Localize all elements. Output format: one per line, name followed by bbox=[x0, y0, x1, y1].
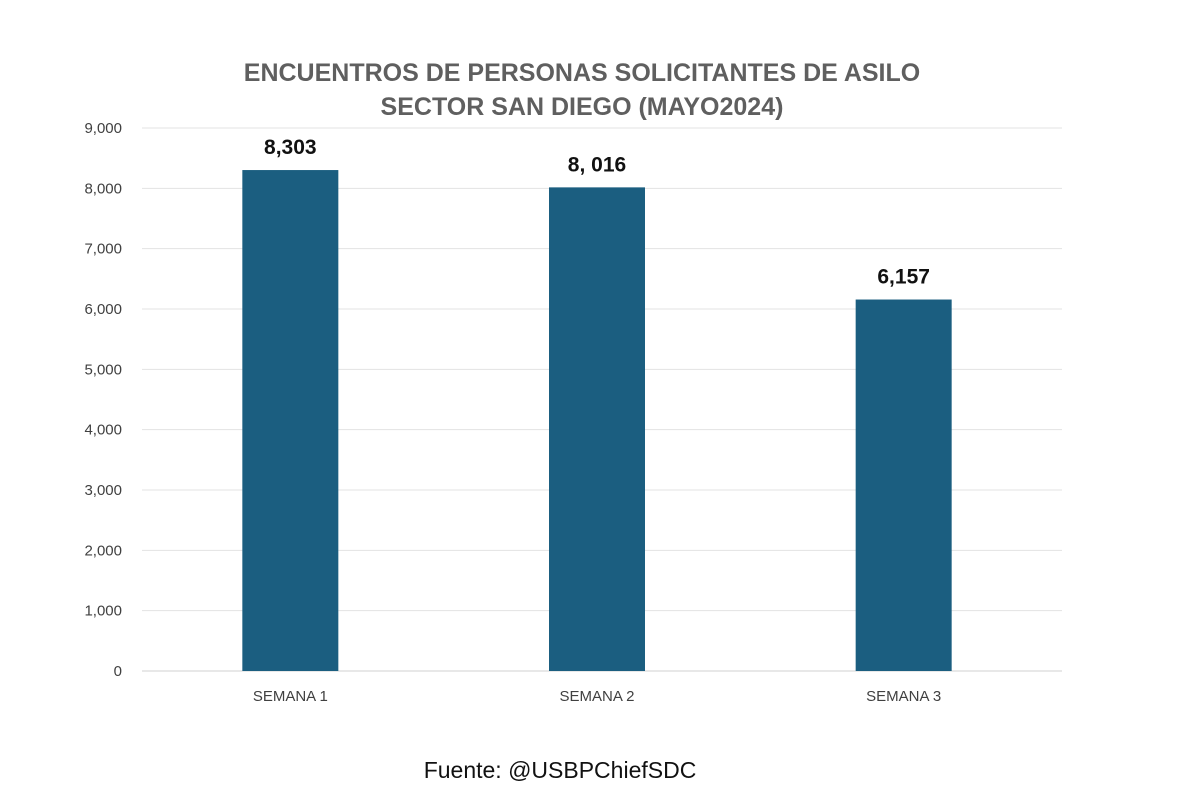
bar-value-label: 6,157 bbox=[877, 266, 930, 289]
chart-title-line-2: SECTOR SAN DIEGO (MAYO2024) bbox=[381, 93, 784, 121]
y-tick-label: 6,000 bbox=[84, 301, 122, 318]
y-tick-label: 3,000 bbox=[84, 482, 122, 499]
bar bbox=[855, 299, 952, 671]
x-category-label: SEMANA 2 bbox=[559, 688, 634, 705]
y-tick-label: 9,000 bbox=[84, 120, 122, 137]
y-tick-label: 4,000 bbox=[84, 422, 122, 439]
x-axis-categories: SEMANA 1 SEMANA 2 SEMANA 3 bbox=[253, 688, 941, 705]
bar bbox=[549, 187, 645, 672]
bar-value-label: 8, 016 bbox=[568, 153, 626, 176]
x-category-label: SEMANA 1 bbox=[253, 688, 328, 705]
y-tick-label: 1,000 bbox=[84, 603, 122, 620]
y-tick-label: 2,000 bbox=[84, 542, 122, 559]
value-labels: 8,303 8, 016 6,157 bbox=[264, 136, 930, 288]
y-tick-label: 5,000 bbox=[84, 361, 122, 378]
y-tick-label: 8,000 bbox=[84, 180, 122, 197]
x-category-label: SEMANA 3 bbox=[866, 688, 941, 705]
bars bbox=[242, 170, 952, 672]
y-tick-label: 7,000 bbox=[84, 241, 122, 258]
chart-title-line-1: ENCUENTROS DE PERSONAS SOLICITANTES DE A… bbox=[244, 59, 920, 87]
y-axis-ticks: 0 1,000 2,000 3,000 4,000 5,000 6,000 7,000 8,00… bbox=[84, 120, 122, 680]
y-tick-label: 0 bbox=[114, 663, 122, 680]
bar-value-label: 8,303 bbox=[264, 136, 317, 159]
bar bbox=[242, 170, 339, 671]
source-caption: Fuente: @USBPChiefSDC bbox=[423, 757, 697, 783]
